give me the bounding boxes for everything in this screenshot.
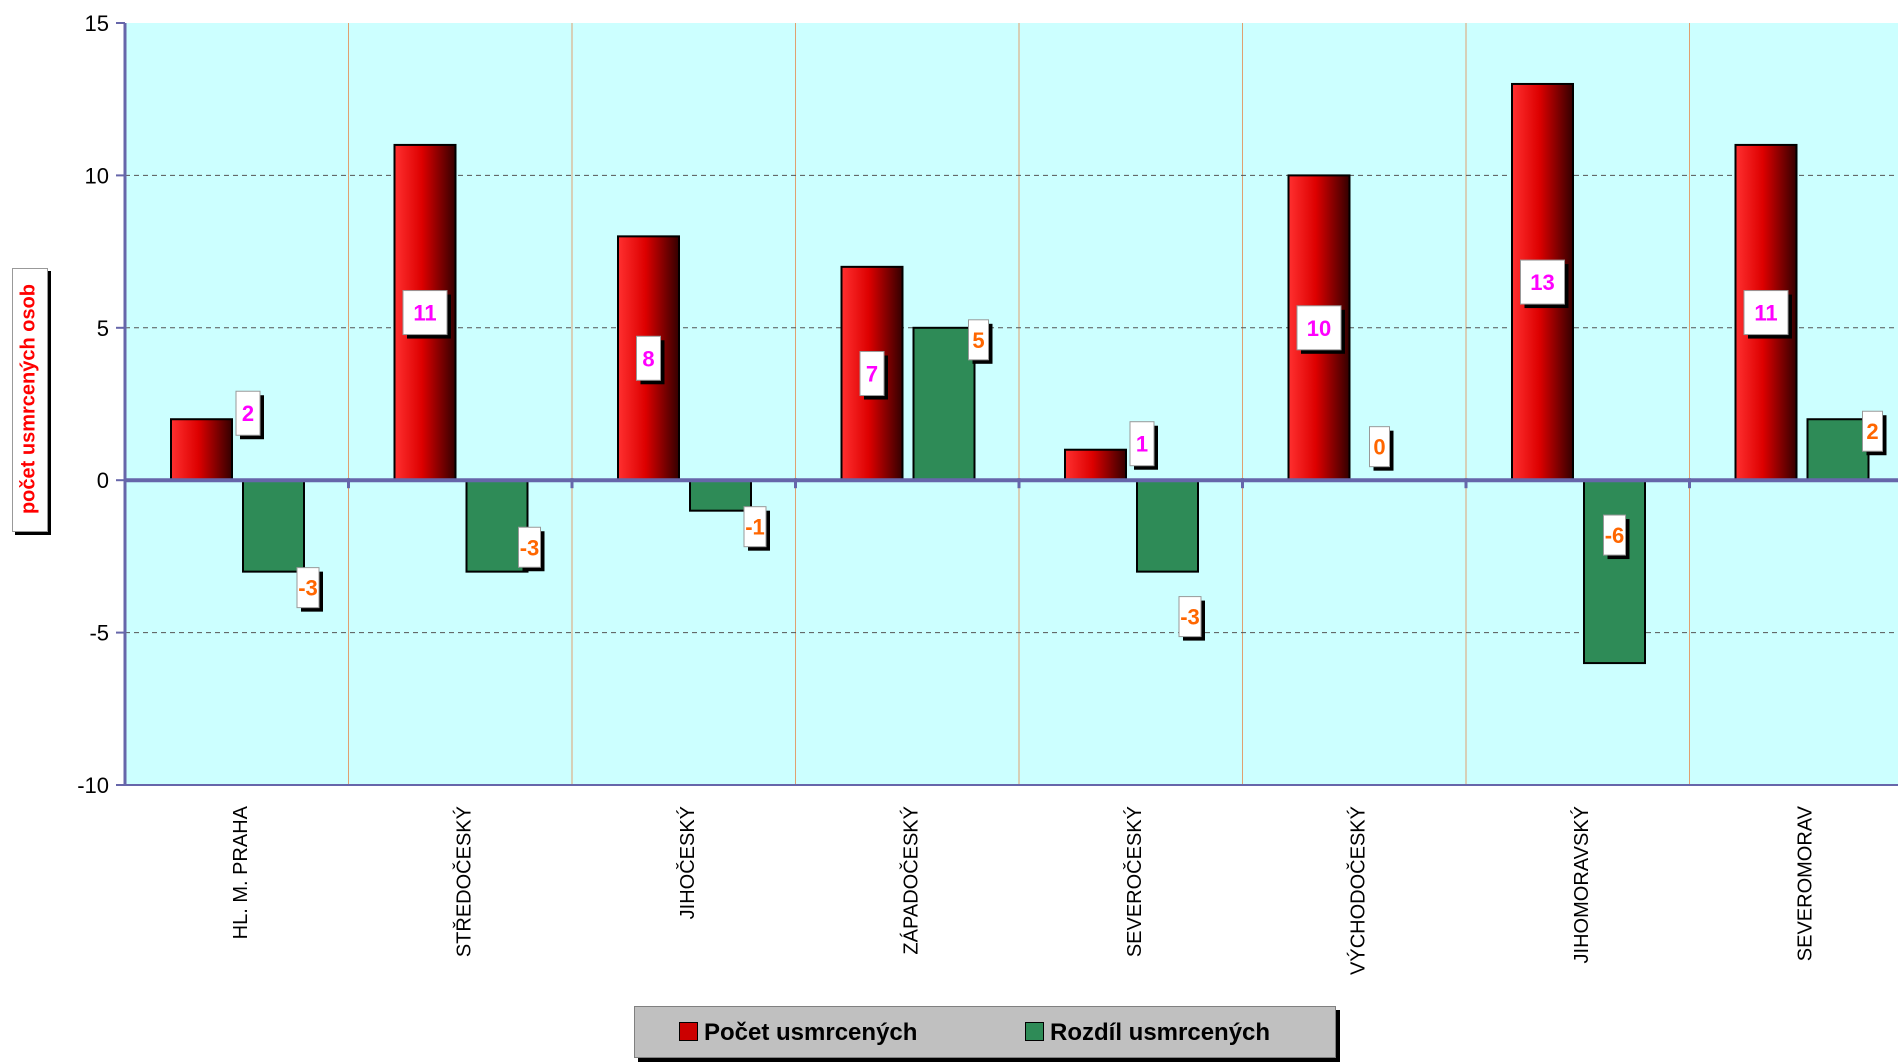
bar-pocet-usmrcenych	[1064, 448, 1127, 482]
data-label-pocet: 11	[413, 301, 436, 326]
x-tick-label: JIHOMORAVSKÝ	[1570, 806, 1593, 963]
data-label-rozdil: 5	[972, 328, 984, 353]
data-label-pocet-box	[235, 390, 261, 436]
bar-rozdil-usmrcenych	[242, 479, 305, 573]
data-label-rozdil: -3	[520, 535, 540, 560]
data-label-rozdil: 0	[1373, 435, 1385, 460]
data-label-pocet: 2	[242, 401, 254, 426]
data-label-pocet: 7	[866, 362, 878, 387]
y-axis-label: počet usmrcených osob	[17, 283, 40, 515]
legend-item-rozdil: Rozdíl usmrcených	[1025, 1019, 1270, 1047]
data-label-rozdil-box	[1178, 596, 1202, 638]
data-label-pocet: 8	[642, 346, 654, 371]
data-label-rozdil-box	[296, 567, 320, 609]
legend-item-pocet: Počet usmrcených	[679, 1019, 917, 1047]
bar-rozdil-usmrcenych	[465, 479, 529, 573]
legend: Počet usmrcených Rozdíl usmrcených	[634, 1006, 1336, 1058]
legend-label-pocet: Počet usmrcených	[704, 1019, 918, 1046]
legend-swatch-rozdil	[1025, 1022, 1044, 1041]
data-label-pocet-box	[1520, 259, 1565, 305]
x-tick-label: JIHOČESKÝ	[676, 806, 699, 919]
data-label-rozdil: -3	[298, 576, 318, 601]
data-label-pocet-box	[859, 351, 885, 397]
x-tick-label: SEVEROČESKÝ	[1123, 806, 1146, 957]
data-label-rozdil: 2	[1866, 419, 1878, 444]
data-label-rozdil-box	[968, 319, 989, 361]
data-label-pocet-box	[402, 290, 448, 336]
data-label-rozdil-box	[518, 526, 541, 568]
x-tick-label: SEVEROMORAV	[1794, 805, 1816, 961]
bar-rozdil-usmrcenych	[912, 326, 976, 482]
bar-pocet-usmrcenych	[170, 418, 233, 482]
data-label-rozdil-box	[1862, 410, 1883, 452]
data-label-pocet: 13	[1530, 270, 1554, 295]
x-tick-label: STŘEDOČESKÝ	[452, 806, 475, 957]
y-tick-label: 15	[85, 11, 109, 36]
data-label-rozdil-box	[1369, 426, 1390, 468]
data-label-pocet-box	[636, 335, 661, 381]
bar-rozdil-usmrcenych	[1806, 418, 1870, 482]
legend-label-rozdil: Rozdíl usmrcených	[1050, 1019, 1271, 1046]
legend-swatch-pocet	[679, 1022, 698, 1041]
y-tick-label: 5	[97, 316, 109, 341]
data-label-pocet: 11	[1754, 301, 1777, 326]
data-label-rozdil: -1	[745, 515, 765, 540]
y-tick-label: 0	[97, 468, 109, 493]
y-tick-label: -10	[77, 773, 109, 798]
bar-rozdil-usmrcenych	[1136, 479, 1199, 573]
bar-rozdil-usmrcenych	[689, 479, 752, 512]
data-label-rozdil: -3	[1180, 605, 1200, 630]
data-label-rozdil-box	[743, 506, 767, 548]
y-tick-label: 10	[85, 163, 109, 188]
data-label-pocet: 1	[1136, 432, 1148, 457]
y-axis-label-box	[12, 268, 48, 532]
data-label-pocet-box	[1296, 305, 1342, 351]
data-label-rozdil-box	[1603, 514, 1626, 556]
plot-area	[125, 23, 1898, 785]
x-tick-label: VÝCHODOČESKÝ	[1346, 806, 1369, 975]
x-tick-label: ZÁPADOČESKÝ	[899, 806, 922, 955]
data-label-pocet-box	[1743, 290, 1789, 336]
data-label-pocet-box	[1129, 421, 1155, 467]
data-label-pocet: 10	[1307, 316, 1331, 341]
data-label-rozdil: -6	[1605, 523, 1625, 548]
x-tick-label: HL. M. PRAHA	[230, 805, 252, 939]
y-tick-label: -5	[89, 621, 109, 646]
bar-rozdil-usmrcenych	[1583, 479, 1646, 665]
